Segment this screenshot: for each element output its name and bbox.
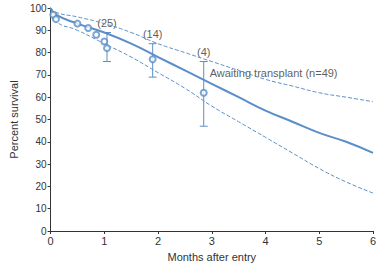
svg-text:80: 80 [35,47,47,58]
svg-text:40: 40 [35,136,47,147]
svg-text:Percent survival: Percent survival [8,80,20,158]
svg-text:60: 60 [35,92,47,103]
svg-text:10: 10 [35,203,47,214]
svg-text:20: 20 [35,181,47,192]
svg-text:90: 90 [35,25,47,36]
svg-text:0: 0 [41,226,47,237]
svg-text:(25): (25) [97,17,117,29]
svg-text:3: 3 [209,235,215,247]
svg-text:Months after entry: Months after entry [167,251,256,263]
svg-text:70: 70 [35,69,47,80]
svg-text:50: 50 [35,114,47,125]
svg-text:(4): (4) [197,46,210,58]
svg-text:Awaiting transplant (n=49): Awaiting transplant (n=49) [210,67,338,79]
svg-text:2: 2 [155,235,161,247]
svg-text:5: 5 [316,235,322,247]
svg-text:0: 0 [48,235,54,247]
svg-text:(14): (14) [143,28,163,40]
svg-text:4: 4 [262,235,268,247]
svg-text:1: 1 [101,235,107,247]
svg-text:100: 100 [30,3,47,14]
svg-text:6: 6 [370,235,376,247]
svg-text:30: 30 [35,159,47,170]
